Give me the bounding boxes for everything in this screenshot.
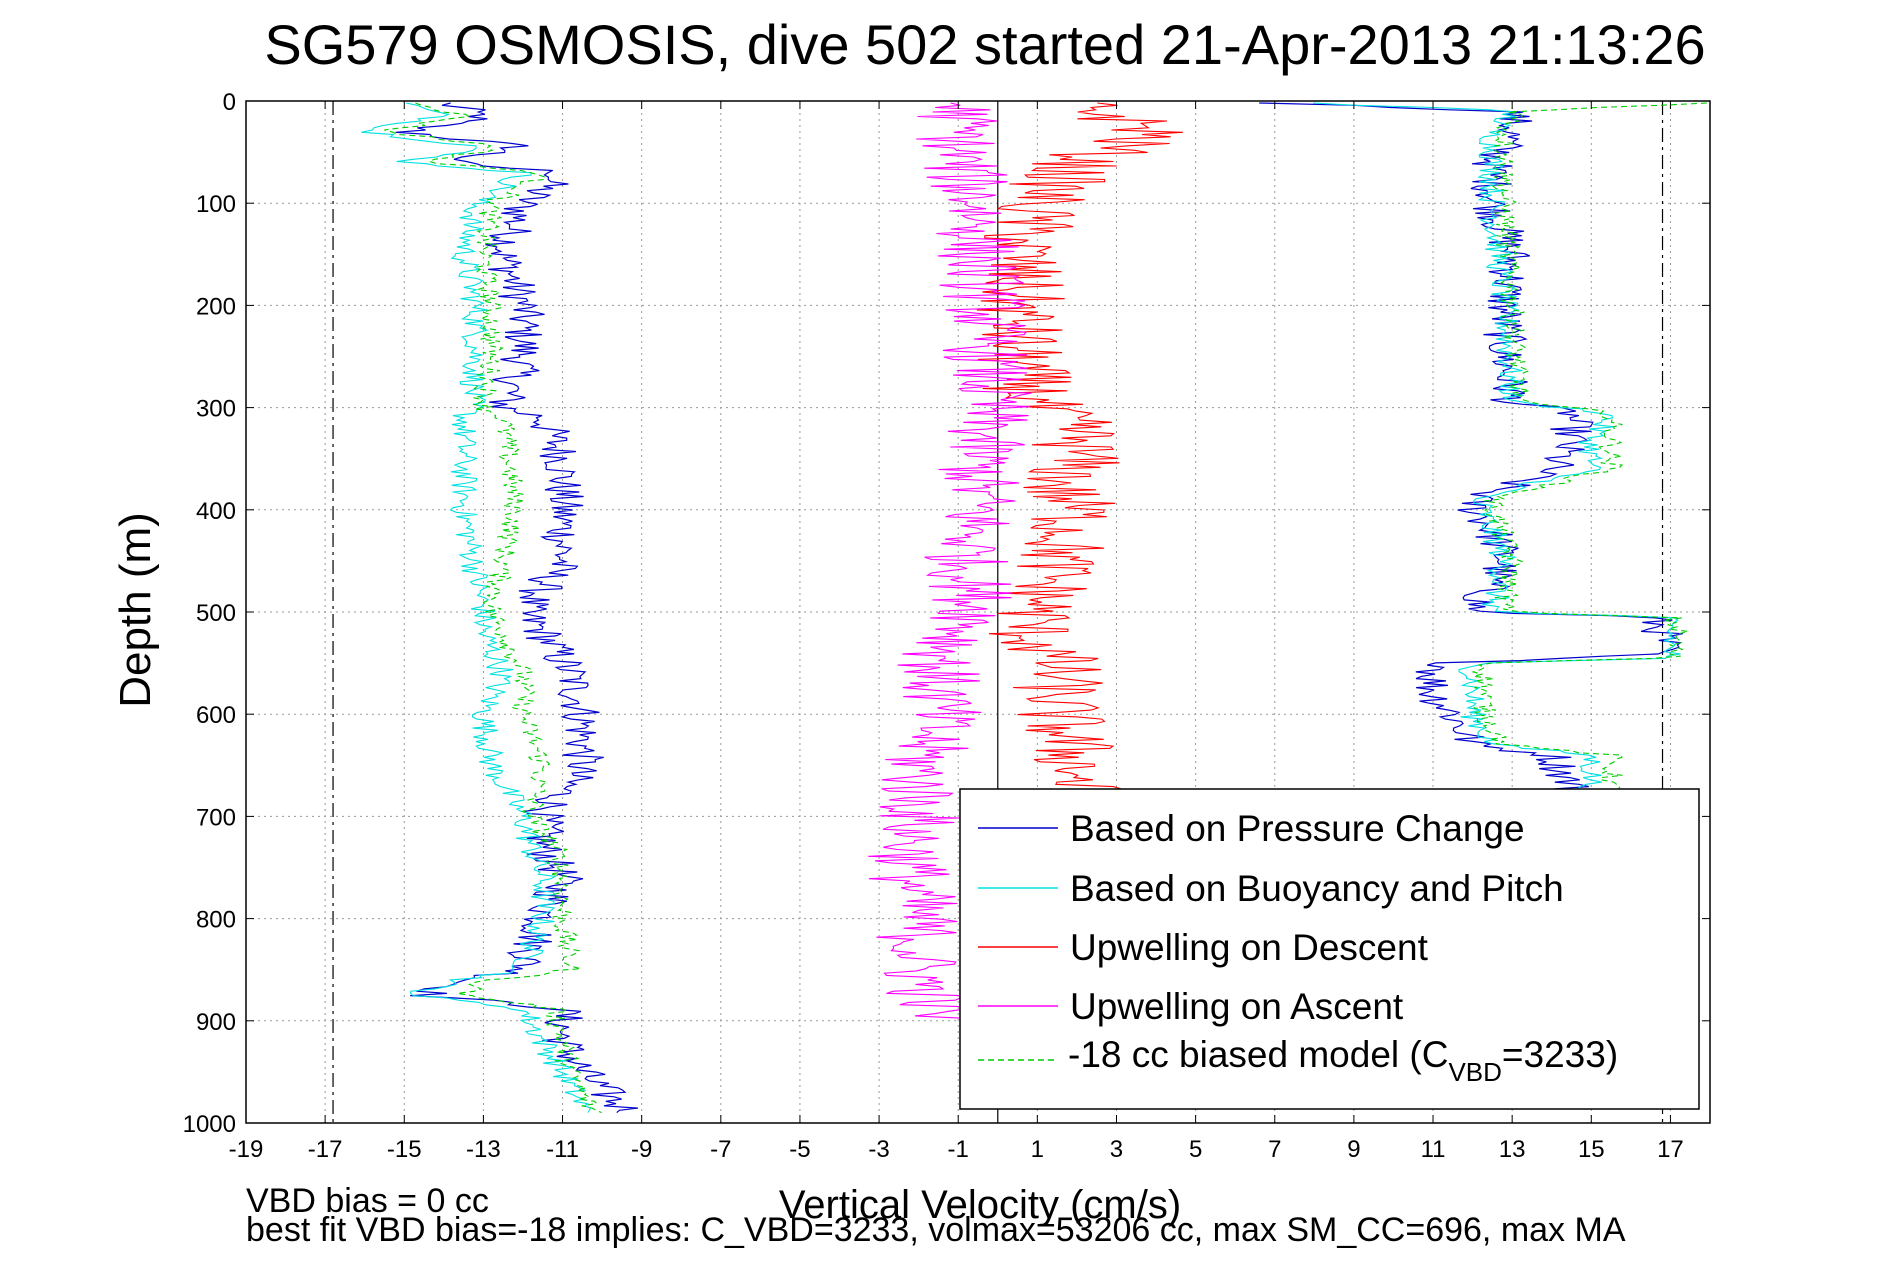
x-tick-label: -19 xyxy=(229,1136,264,1163)
series-4-desc-line xyxy=(868,102,1032,1021)
x-tick-label: 3 xyxy=(1110,1136,1123,1163)
y-tick-label: 900 xyxy=(196,1009,236,1036)
series-2-desc-line xyxy=(384,102,602,1114)
footer-line-2: best fit VBD bias=-18 implies: C_VBD=323… xyxy=(246,1211,1626,1249)
series-2-asc-line xyxy=(1471,102,1707,817)
series-1-desc-line xyxy=(361,102,592,1113)
x-tick-label: -9 xyxy=(631,1136,652,1163)
y-tick-label: 100 xyxy=(196,191,236,218)
footer-line-1: VBD bias = 0 cc xyxy=(246,1182,489,1220)
series-0-asc-line xyxy=(1259,102,1684,817)
chart-title: SG579 OSMOSIS, dive 502 started 21-Apr-2… xyxy=(264,13,1705,76)
x-tick-label: -7 xyxy=(710,1136,731,1163)
x-tick-label: 13 xyxy=(1499,1136,1526,1163)
y-tick-label: 200 xyxy=(196,293,236,320)
series-1-asc-line xyxy=(1313,102,1681,817)
y-tick-label: 600 xyxy=(196,702,236,729)
x-tick-label: -1 xyxy=(948,1136,969,1163)
legend-label-model: -18 cc biased model (CVBD=3233) xyxy=(1068,1034,1618,1087)
series-3-desc-line xyxy=(976,102,1183,817)
y-tick-label: 500 xyxy=(196,600,236,627)
x-tick-label: 17 xyxy=(1657,1136,1684,1163)
series-0-desc-line xyxy=(395,102,638,1114)
y-tick-label: 700 xyxy=(196,804,236,831)
legend-label-ascent: Upwelling on Ascent xyxy=(1070,986,1404,1027)
x-tick-label: 1 xyxy=(1031,1136,1044,1163)
x-tick-label: -3 xyxy=(868,1136,889,1163)
x-tick-label: -5 xyxy=(789,1136,810,1163)
legend-label-buoyancy: Based on Buoyancy and Pitch xyxy=(1070,868,1564,909)
x-tick-label: 5 xyxy=(1189,1136,1202,1163)
x-tick-label: -13 xyxy=(466,1136,501,1163)
y-tick-label: 800 xyxy=(196,907,236,934)
x-tick-label: 7 xyxy=(1268,1136,1281,1163)
y-axis-label: Depth (m) xyxy=(111,512,160,708)
axis-ticks: -19 -17 -15 -13 -11 -9 -7 -5 -3 -1 1 3 5 7 9 11 13 15 1701… xyxy=(183,89,1710,1163)
x-tick-label: -17 xyxy=(308,1136,343,1163)
y-tick-label: 0 xyxy=(223,89,236,116)
legend-label-descent: Upwelling on Descent xyxy=(1070,927,1429,968)
x-tick-label: 9 xyxy=(1347,1136,1360,1163)
x-tick-label: -15 xyxy=(387,1136,422,1163)
x-tick-label: 11 xyxy=(1421,1136,1446,1163)
legend-box xyxy=(959,788,1700,1110)
x-axis-label: Vertical Velocity (cm/s) xyxy=(779,1183,1181,1227)
x-tick-label: 15 xyxy=(1578,1136,1605,1163)
x-tick-label: -11 xyxy=(546,1136,579,1163)
data-series xyxy=(361,102,1707,1114)
y-tick-label: 1000 xyxy=(183,1111,236,1138)
y-tick-label: 300 xyxy=(196,396,236,423)
legend-label-pressure: Based on Pressure Change xyxy=(1070,808,1525,849)
chart-legend: Based on Pressure Change Based on Buoyan… xyxy=(959,788,1700,1110)
y-tick-label: 400 xyxy=(196,498,236,525)
